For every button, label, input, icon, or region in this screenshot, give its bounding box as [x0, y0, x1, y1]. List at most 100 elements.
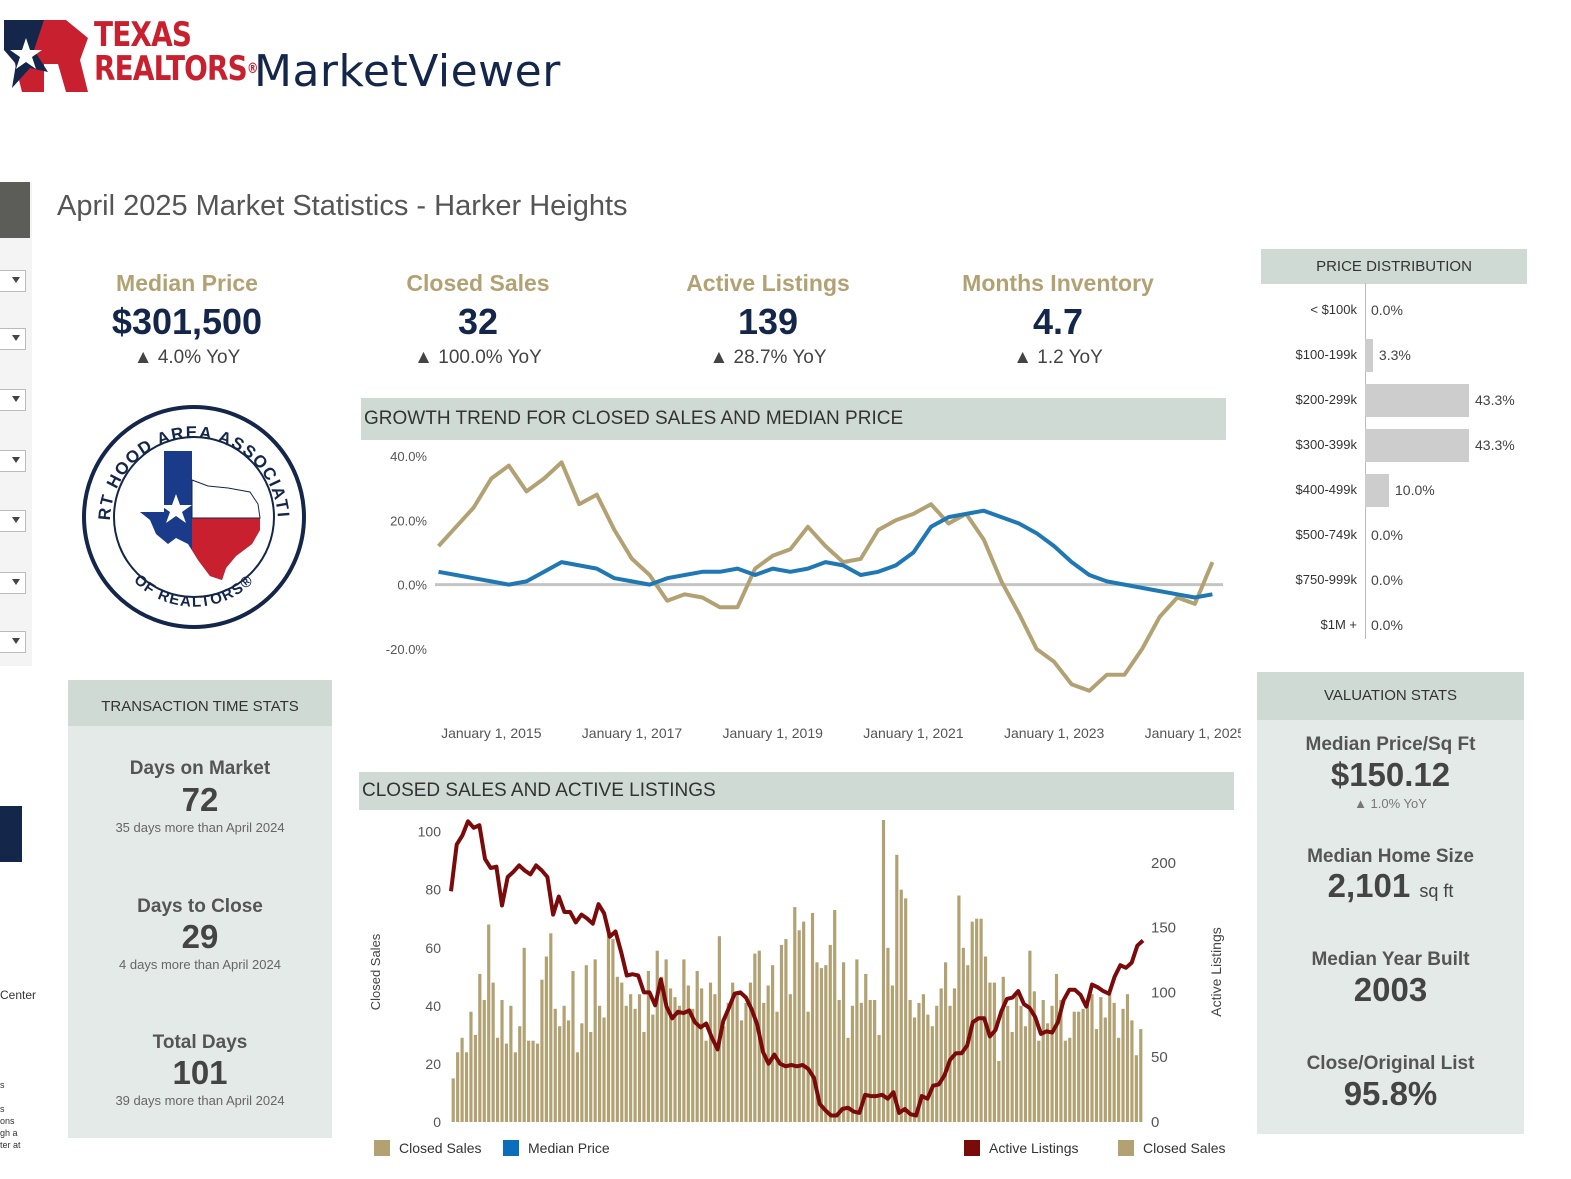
closed-sales-bar	[855, 959, 859, 1122]
closed-sales-bar	[797, 930, 801, 1122]
filter-dropdown-4[interactable]	[0, 450, 26, 472]
closed-sales-bar	[997, 1061, 1001, 1122]
y-right-axis-label: Active Listings	[1208, 927, 1224, 1016]
total-days-value: 101	[172, 1054, 228, 1091]
sidebar-cut-text-2: s	[0, 1080, 5, 1090]
closed-sales-bar	[771, 965, 775, 1122]
closed-sales-bar	[611, 939, 615, 1122]
kpi-yoy: ▲ 1.2 YoY	[1013, 347, 1103, 368]
closed-sales-bar	[726, 1002, 730, 1122]
closed-sales-bar	[717, 936, 721, 1122]
y-right-tick-label: 0	[1151, 1114, 1159, 1131]
closed-sales-bar	[775, 1011, 779, 1122]
x-tick-label: January 1, 2017	[582, 725, 683, 741]
closed-sales-bar	[602, 1017, 606, 1122]
closed-sales-bar	[575, 1052, 580, 1122]
closed-sales-bar	[846, 1037, 850, 1122]
x-tick-label: January 1, 2025	[1145, 725, 1241, 741]
legend-label: Median Price	[528, 1140, 610, 1156]
filter-dropdown-5[interactable]	[0, 510, 26, 532]
days-on-market-label: Days on Market	[129, 758, 271, 779]
price-range-value: 43.3%	[1475, 437, 1515, 453]
price-range-label: $500-749k	[1295, 527, 1357, 542]
closed-sales-bar	[992, 982, 996, 1122]
price-per-sqft-value: $150.12	[1330, 756, 1451, 793]
closed-sales-bar	[819, 968, 823, 1122]
price-range-label: $200-299k	[1295, 392, 1357, 407]
kpi-value: 32	[457, 301, 499, 342]
home-size-unit: sq ft	[1419, 881, 1454, 901]
legend-swatch	[1118, 1140, 1134, 1156]
sidebar-cut-text-6: ter at	[0, 1140, 21, 1150]
closed-sales-bar	[487, 924, 491, 1122]
closed-sales-bar	[983, 956, 988, 1122]
chevron-down-icon	[12, 638, 20, 644]
x-tick-label: January 1, 2023	[1004, 725, 1105, 741]
price-range-bar	[1365, 384, 1469, 417]
closed-sales-bar	[815, 962, 819, 1122]
closed-sales-bar	[513, 1052, 517, 1122]
kpi-label: Active Listings	[686, 270, 850, 296]
closed-sales-bar	[961, 947, 965, 1122]
closed-sales-bar	[695, 971, 699, 1122]
closed-sales-bar	[540, 979, 544, 1122]
chevron-down-icon	[12, 396, 20, 402]
sidebar-cut-text-1: Center	[0, 988, 37, 1002]
closed-sales-bar	[1130, 1020, 1134, 1122]
legend-closed-sales-1: Closed Sales	[374, 1140, 482, 1156]
price-range-label: $1M +	[1320, 617, 1358, 632]
price-range-value: 0.0%	[1371, 572, 1403, 588]
y-left-tick-label: 60	[425, 940, 441, 956]
closed-sales-bar	[651, 1014, 655, 1122]
closed-sales-bar	[620, 982, 624, 1122]
closed-sales-bar	[571, 971, 575, 1122]
closed-sales-bar	[473, 1034, 477, 1122]
closed-sales-bar	[1099, 997, 1103, 1122]
closed-sales-bar	[598, 1005, 602, 1122]
filter-dropdown-2[interactable]	[0, 328, 26, 350]
closed-sales-bar	[1059, 1000, 1063, 1122]
closed-sales-bar	[1019, 1005, 1023, 1122]
closed-sales-bar	[766, 985, 770, 1122]
growth-trend-chart: 40.0% 20.0% 0.0% -20.0% January 1, 2015 Janua…	[386, 449, 1241, 741]
closed-sales-bar	[660, 976, 664, 1122]
closed-sales-bar	[615, 976, 619, 1122]
kpi-active-listings: Active Listings 139 ▲ 28.7% YoY	[648, 270, 888, 369]
closed-sales-bar	[478, 973, 482, 1122]
kpi-months-inventory: Months Inventory 4.7 ▲ 1.2 YoY	[938, 270, 1178, 369]
price-distribution-panel: PRICE DISTRIBUTION < $100k 0.0% $100-199k 3…	[1261, 249, 1527, 649]
filter-dropdown-3[interactable]	[0, 389, 26, 411]
price-range-value: 0.0%	[1371, 302, 1403, 318]
legend-swatch	[374, 1140, 390, 1156]
closed-sales-bar	[527, 1040, 531, 1122]
kpi-yoy: ▲ 4.0% YoY	[133, 347, 241, 368]
logo-line-1: TEXAS	[94, 15, 192, 55]
page-title: April 2025 Market Statistics - Harker He…	[57, 190, 628, 222]
filter-dropdown-6[interactable]	[0, 572, 26, 594]
closed-sales-bar	[722, 1026, 726, 1122]
chevron-down-icon	[12, 277, 20, 283]
closed-sales-bar	[691, 1008, 695, 1123]
closed-sales-bar	[731, 982, 735, 1122]
sidebar-button[interactable]	[0, 806, 22, 862]
closed-sales-bar	[456, 1052, 460, 1122]
close-original-label: Close/Original List	[1306, 1053, 1475, 1074]
active-listings-line	[449, 819, 1145, 1118]
closed-sales-bar	[886, 947, 890, 1122]
y-tick-label: 20.0%	[390, 513, 427, 528]
price-range-bar	[1365, 339, 1373, 372]
closed-sales-bar	[1134, 1055, 1138, 1122]
home-size-value: 2,101 sq ft	[1257, 867, 1524, 905]
closed-sales-bar	[646, 971, 650, 1122]
price-range-value: 0.0%	[1371, 617, 1403, 633]
closed-sales-bar	[895, 854, 899, 1122]
logo-line-2: REALTORS	[94, 49, 248, 89]
closed-sales-bar	[1014, 994, 1019, 1122]
closed-sales-bar	[864, 973, 868, 1122]
filter-dropdown-1[interactable]	[0, 270, 26, 292]
closed-sales-bar	[482, 1000, 486, 1122]
kpi-label: Closed Sales	[406, 270, 550, 296]
filter-dropdown-7[interactable]	[0, 631, 26, 653]
legend-label: Active Listings	[989, 1140, 1079, 1156]
closed-sales-bar	[837, 1000, 841, 1122]
